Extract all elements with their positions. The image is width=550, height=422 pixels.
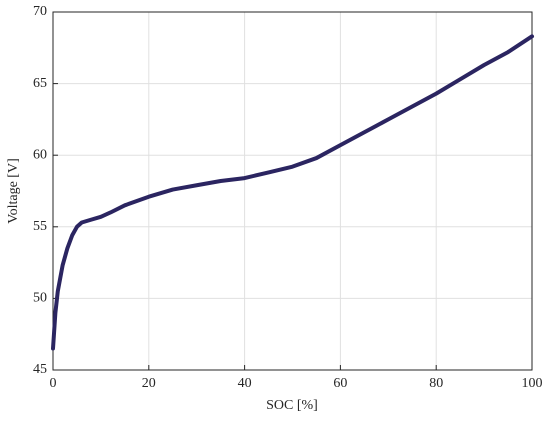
y-tick-label: 50	[33, 291, 47, 306]
y-tick-label: 70	[33, 4, 47, 19]
y-tick-label: 45	[33, 362, 47, 377]
data-line	[51, 34, 534, 351]
plot-frame	[52, 11, 533, 371]
y-tick-label: 55	[33, 219, 47, 234]
x-tick-label: 40	[238, 376, 252, 391]
x-axis-label: SOC [%]	[266, 398, 318, 413]
x-tick-label: 60	[333, 376, 347, 391]
x-tick-label: 20	[142, 376, 156, 391]
y-tick-label: 60	[33, 147, 47, 162]
y-tick-label: 65	[33, 76, 47, 91]
x-tick-label: 80	[429, 376, 443, 391]
x-tick-label: 0	[50, 376, 57, 391]
y-axis-label: Voltage [V]	[6, 158, 21, 223]
x-tick-label: 100	[522, 376, 543, 391]
